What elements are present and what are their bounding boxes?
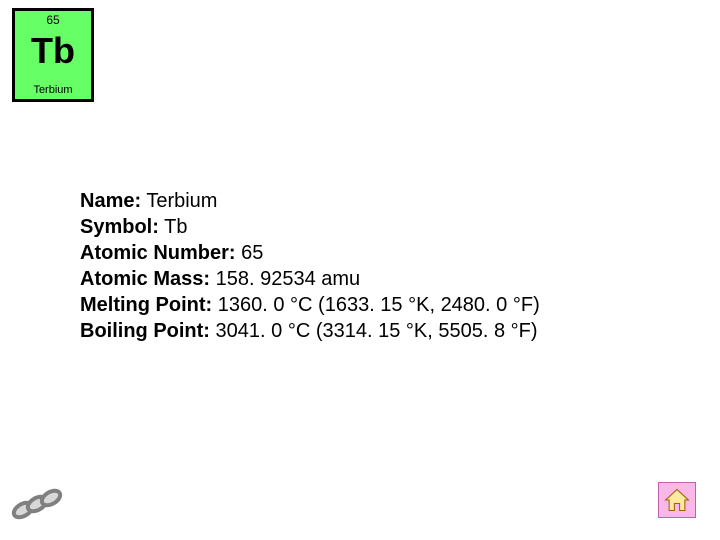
property-row: Atomic Mass: 158. 92534 amu [80,266,540,292]
property-value: 3041. 0 °C (3314. 15 °K, 5505. 8 °F) [210,320,538,342]
property-row: Atomic Number: 65 [80,240,540,266]
tile-atomic-number: 65 [46,13,59,27]
property-row: Melting Point: 1360. 0 °C (1633. 15 °K, … [80,292,540,318]
property-label: Boiling Point: [80,320,210,342]
property-value: 65 [236,242,264,264]
property-row: Symbol: Tb [80,214,540,240]
property-value: 1360. 0 °C (1633. 15 °K, 2480. 0 °F) [212,294,540,316]
element-properties: Name: Terbium Symbol: Tb Atomic Number: … [80,188,540,344]
property-value: Terbium [141,190,217,212]
property-label: Atomic Mass: [80,268,210,290]
property-value: Tb [159,216,188,238]
property-label: Name: [80,190,141,212]
property-label: Atomic Number: [80,242,236,264]
tile-element-name: Terbium [15,82,91,99]
property-label: Symbol: [80,216,159,238]
home-button[interactable] [658,482,696,518]
tile-symbol: Tb [31,33,75,69]
property-value: 158. 92534 amu [210,268,360,290]
property-label: Melting Point: [80,294,212,316]
home-icon [663,486,691,514]
element-tile: 65 Tb Terbium [12,8,94,102]
property-row: Boiling Point: 3041. 0 °C (3314. 15 °K, … [80,318,540,344]
chain-link-icon[interactable] [8,480,66,528]
property-row: Name: Terbium [80,188,540,214]
